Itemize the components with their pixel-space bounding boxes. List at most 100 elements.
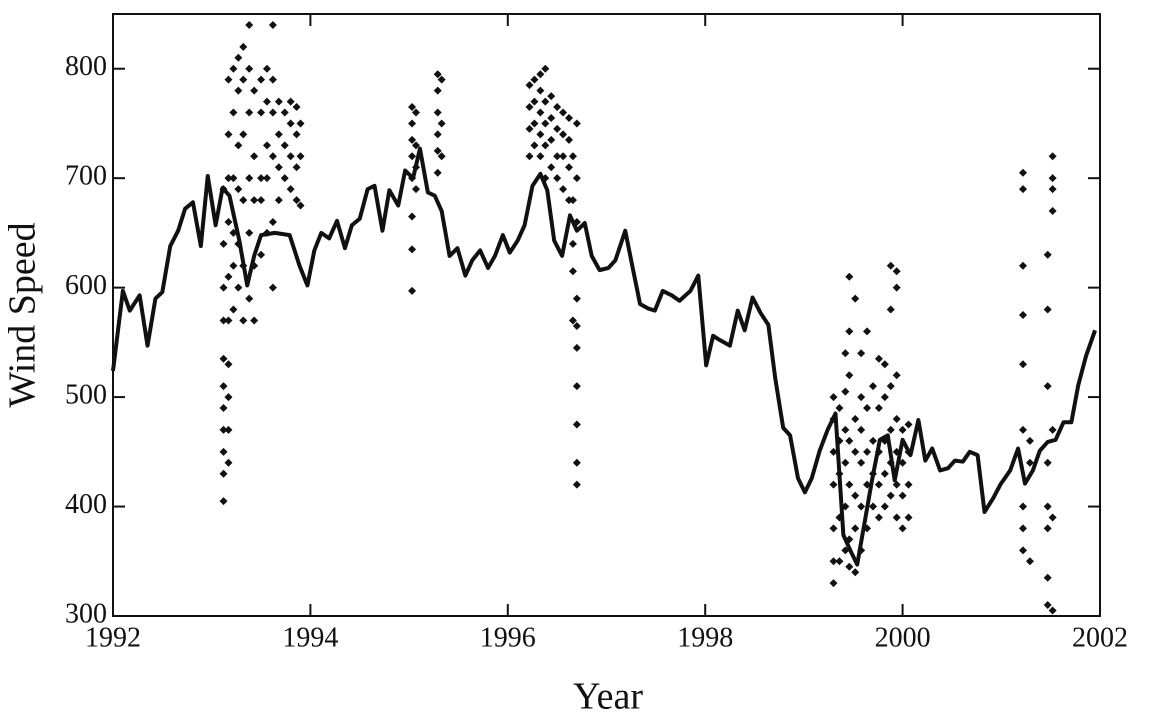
- scatter-point: [880, 393, 889, 402]
- scatter-point: [408, 152, 417, 161]
- scatter-point: [892, 371, 901, 380]
- scatter-point: [541, 97, 550, 106]
- scatter-point: [412, 108, 421, 117]
- scatter-point: [408, 245, 417, 254]
- scatter-point: [262, 141, 271, 150]
- scatter-point: [1019, 168, 1028, 177]
- scatter-point: [408, 103, 417, 112]
- y-tick-label: 400: [65, 489, 107, 520]
- scatter-point: [292, 103, 301, 112]
- scatter-point: [245, 228, 254, 237]
- scatter-point: [863, 327, 872, 336]
- scatter-point: [904, 480, 913, 489]
- scatter-point: [224, 425, 233, 434]
- scatter-point: [229, 261, 238, 270]
- scatter-point: [536, 86, 545, 95]
- scatter-point: [572, 174, 581, 183]
- plot-frame: [112, 13, 1101, 617]
- scatter-point: [536, 70, 545, 79]
- scatter-point: [536, 152, 545, 161]
- scatter-point: [1025, 436, 1034, 445]
- x-tick-label: 2002: [1072, 622, 1128, 653]
- scatter-point: [898, 425, 907, 434]
- scatter-point: [433, 146, 442, 155]
- scatter-point: [564, 163, 573, 172]
- scatter-point: [841, 387, 850, 396]
- scatter-point: [433, 130, 442, 139]
- scatter-point: [219, 497, 228, 506]
- scatter-point: [1019, 524, 1028, 533]
- scatter-point: [845, 562, 854, 571]
- scatter-point: [530, 141, 539, 150]
- scatter-point: [257, 250, 266, 259]
- scatter-point: [874, 513, 883, 522]
- scatter-point: [868, 469, 877, 478]
- scatter-point: [1043, 524, 1052, 533]
- scatter-point: [268, 75, 277, 84]
- scatter-point: [874, 354, 883, 363]
- scatter-point: [1025, 557, 1034, 566]
- scatter-point: [857, 349, 866, 358]
- y-axis-title: Wind Speed: [2, 222, 44, 407]
- scatter-point: [541, 174, 550, 183]
- scatter-point: [224, 360, 233, 369]
- scatter-point: [245, 64, 254, 73]
- scatter-point: [224, 458, 233, 467]
- scatter-point: [845, 480, 854, 489]
- scatter-point: [408, 174, 417, 183]
- scatter-point: [829, 579, 838, 588]
- scatter-point: [525, 124, 534, 133]
- scatter-point: [886, 425, 895, 434]
- scatter-point: [559, 108, 568, 117]
- y-tick-label: 500: [65, 380, 107, 411]
- scatter-point: [408, 135, 417, 144]
- scatter-point: [219, 469, 228, 478]
- scatter-point: [868, 382, 877, 391]
- scatter-point: [433, 70, 442, 79]
- scatter-point: [1048, 185, 1057, 194]
- scatter-point: [1048, 606, 1057, 615]
- scatter-point: [229, 174, 238, 183]
- scatter-point: [874, 447, 883, 456]
- y-tick-label: 800: [65, 51, 107, 82]
- scatter-point: [219, 283, 228, 292]
- scatter-point: [239, 316, 248, 325]
- scatter-point: [572, 294, 581, 303]
- scatter-point: [1043, 305, 1052, 314]
- scatter-point: [886, 382, 895, 391]
- scatter-point: [525, 152, 534, 161]
- scatter-point: [553, 152, 562, 161]
- scatter-point: [536, 108, 545, 117]
- scatter-point: [857, 458, 866, 467]
- data-line: [111, 146, 1097, 567]
- scatter-point: [257, 75, 266, 84]
- scatter-point: [863, 447, 872, 456]
- scatter-point: [412, 185, 421, 194]
- scatter-point: [292, 196, 301, 205]
- scatter-point: [553, 103, 562, 112]
- x-tick-label: 2000: [875, 622, 931, 653]
- scatter-point: [851, 294, 860, 303]
- scatter-point: [568, 196, 577, 205]
- scatter-point: [262, 64, 271, 73]
- scatter-point: [239, 196, 248, 205]
- scatter-point: [433, 168, 442, 177]
- scatter-point: [829, 447, 838, 456]
- scatter-point: [851, 414, 860, 423]
- scatter-point: [250, 152, 259, 161]
- scatter-point: [886, 261, 895, 270]
- scatter-point: [1043, 573, 1052, 582]
- scatter-point: [857, 425, 866, 434]
- scatter-point: [437, 119, 446, 128]
- scatter-point: [412, 163, 421, 172]
- scatter-point: [280, 141, 289, 150]
- scatter-point: [572, 458, 581, 467]
- scatter-point: [845, 535, 854, 544]
- scatter-point: [1048, 513, 1057, 522]
- y-tick-label: 600: [65, 270, 107, 301]
- scatter-point: [572, 119, 581, 128]
- scatter-point: [239, 130, 248, 139]
- scatter-point: [268, 20, 277, 29]
- scatter-point: [224, 316, 233, 325]
